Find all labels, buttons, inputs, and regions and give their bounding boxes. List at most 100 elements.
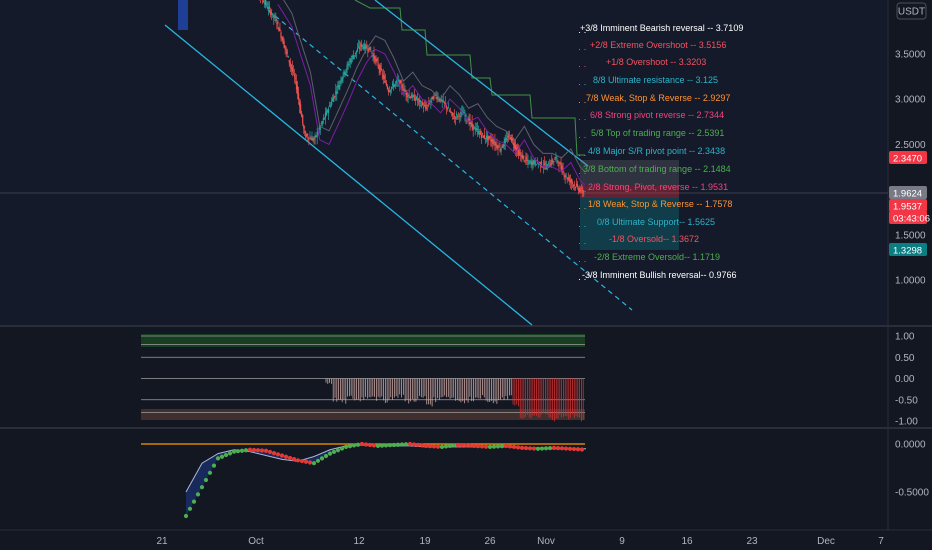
candle-body <box>540 161 542 167</box>
candle-body <box>499 149 501 151</box>
candle-body <box>416 99 418 101</box>
candle-body <box>547 164 549 166</box>
candle-body <box>284 45 286 49</box>
candle-body <box>419 100 422 102</box>
momentum-dot <box>411 442 417 447</box>
channel-midline[interactable] <box>267 9 633 311</box>
candle-body <box>387 89 390 92</box>
time-tick-label: 19 <box>419 536 431 547</box>
candle-body <box>330 105 332 107</box>
price-candles <box>258 0 585 198</box>
candle-body <box>400 81 402 84</box>
candle-body <box>264 0 267 5</box>
time-axis[interactable]: 21 Oct 12 19 26 Nov 9 16 23 Dec 7 <box>156 536 884 547</box>
candle-body <box>518 149 520 157</box>
candle-body <box>372 55 374 57</box>
trailing-stop-line <box>354 0 585 156</box>
momentum-dot <box>347 444 353 449</box>
murrey-level-label: 3/8 Bottom of trading range -- 2.1484 <box>583 164 731 174</box>
candle-body <box>331 101 333 106</box>
murrey-dots: ․ ․ <box>578 95 587 105</box>
momentum-dot <box>343 444 349 449</box>
oscillator-axis[interactable]: 1.00 0.50 0.00 -0.50 -1.00 <box>895 332 918 428</box>
candle-body <box>474 127 476 131</box>
candle-body <box>366 46 368 49</box>
candle-body <box>408 94 410 96</box>
momentum-dot <box>463 443 469 448</box>
candle-body <box>563 174 565 177</box>
candle-body <box>543 162 546 165</box>
candle-body <box>491 139 493 143</box>
candle-body <box>526 159 528 162</box>
momentum-dot <box>415 442 421 448</box>
price-tick-label: 3.5000 <box>895 50 926 61</box>
candle-body <box>357 46 360 48</box>
murrey-dots: ․ ․ <box>578 59 587 69</box>
candle-body <box>521 154 523 158</box>
time-tick-label: Dec <box>817 536 835 547</box>
candle-body <box>451 112 454 116</box>
price-pane[interactable] <box>0 0 888 325</box>
momentum-dot <box>291 457 297 462</box>
candle-body <box>420 105 423 107</box>
momentum-axis[interactable]: 0.0000 -0.5000 <box>895 440 929 499</box>
momentum-dot <box>495 444 501 449</box>
candle-body <box>430 101 432 103</box>
momentum-dot <box>327 451 333 456</box>
momentum-dot <box>231 449 237 454</box>
candle-body <box>305 133 307 138</box>
candle-body <box>352 55 354 60</box>
candle-body <box>271 13 273 15</box>
candle-body <box>270 10 272 15</box>
candle-body <box>473 126 475 129</box>
momentum-dot <box>519 445 525 450</box>
momentum-dot <box>511 444 517 449</box>
time-tick-label: 16 <box>681 536 693 547</box>
candle-body <box>522 155 524 160</box>
momentum-dot <box>371 443 377 448</box>
candle-body <box>502 146 504 148</box>
candle-body <box>475 128 477 131</box>
candle-body <box>566 177 568 180</box>
candle-body <box>506 139 508 141</box>
currency-badge[interactable] <box>896 2 927 20</box>
momentum-dot <box>575 447 581 452</box>
momentum-dot <box>515 445 521 450</box>
moving-average-line <box>277 4 586 186</box>
candle-body <box>463 111 465 113</box>
candle-body <box>332 98 334 101</box>
candle-body <box>552 160 554 163</box>
murrey-dots: ․ ․ <box>578 254 587 264</box>
overbought-zone <box>141 334 585 347</box>
candle-body <box>273 15 275 18</box>
candle-body <box>512 143 515 146</box>
channel-lower-line[interactable] <box>164 24 533 326</box>
candle-body <box>291 67 293 72</box>
candle-body <box>335 90 337 95</box>
price-tag-label: 1.3298 <box>893 246 922 257</box>
momentum-dot <box>315 458 321 463</box>
murrey-level-label: 7/8 Weak, Stop & Reverse -- 2.9297 <box>586 93 730 103</box>
candle-body <box>292 71 294 73</box>
candle-body <box>341 77 343 82</box>
channel-upper-line[interactable] <box>374 0 589 167</box>
candle-body <box>297 93 300 100</box>
price-tag-label: 2.3470 <box>893 154 922 165</box>
candle-body <box>561 165 563 173</box>
momentum-dot <box>547 445 553 451</box>
candle-body <box>293 74 296 77</box>
momentum-dot <box>267 449 273 455</box>
candle-body <box>418 99 421 103</box>
candle-body <box>343 70 345 75</box>
momentum-pane[interactable] <box>0 429 888 529</box>
candle-body <box>417 98 420 101</box>
candle-body <box>379 65 381 73</box>
murrey-level-label: 2/8 Strong, Pivot, reverse -- 1.9531 <box>588 182 728 192</box>
candle-body <box>573 184 576 186</box>
candle-body <box>265 3 268 5</box>
momentum-dot <box>431 444 437 449</box>
candle-body <box>275 19 277 22</box>
candle-body <box>353 55 355 57</box>
momentum-dot <box>211 463 217 468</box>
